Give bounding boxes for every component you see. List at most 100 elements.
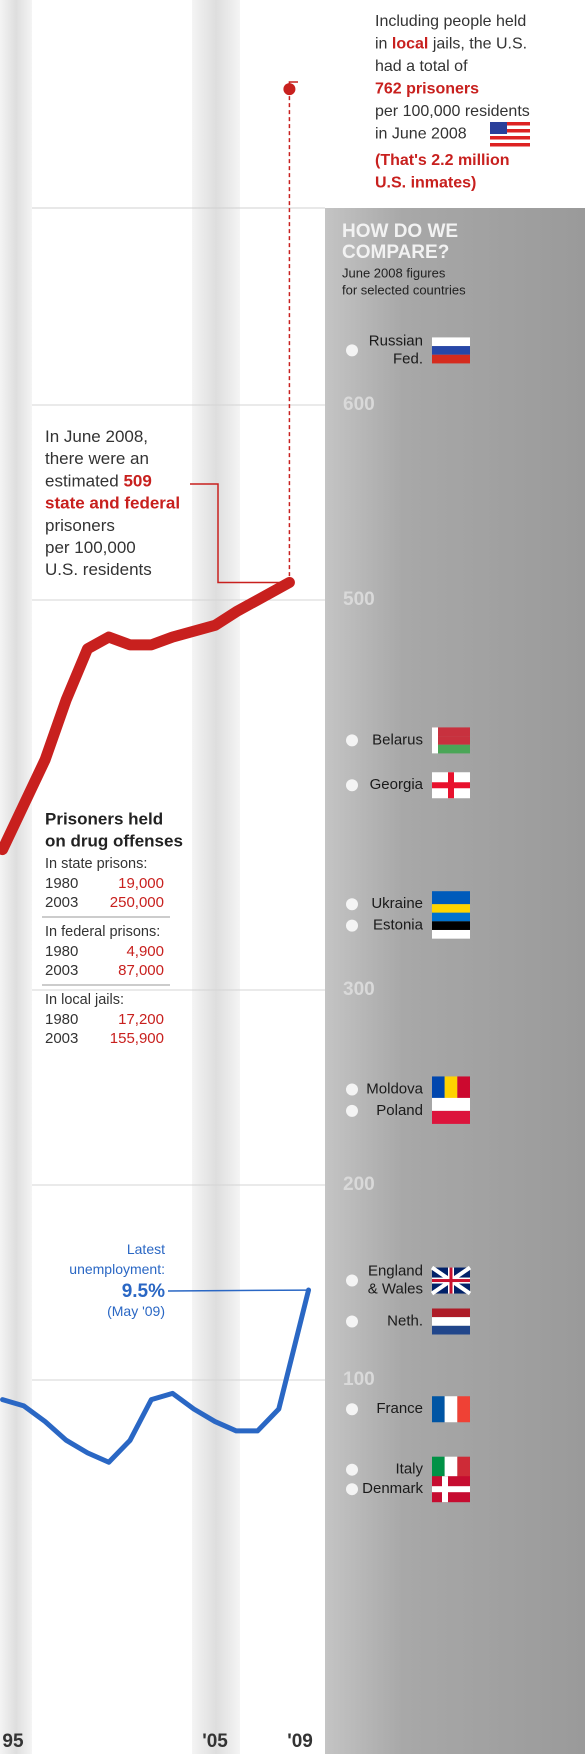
drug-box-title: on drug offenses [45, 831, 183, 850]
flag-stripe [490, 132, 530, 136]
annotation-line: there were an [45, 450, 149, 469]
country-flag [432, 727, 470, 754]
country-name: England [368, 1263, 423, 1280]
flag-stripe [490, 125, 530, 129]
country-dot [346, 1104, 358, 1117]
leader-line [190, 483, 290, 584]
annotation-line: Latest [127, 1241, 165, 1257]
annotation-text: prisoners [45, 516, 115, 535]
country-dot [346, 1483, 358, 1496]
flag-stripe [444, 1076, 458, 1103]
x-tick-label: 95 [2, 1731, 24, 1752]
country-flag [432, 772, 470, 799]
annotation-line: in June 2008 [375, 126, 467, 143]
country-name: Fed. [393, 350, 423, 367]
flag-cross [432, 1279, 470, 1283]
country-dot [346, 919, 358, 932]
drug-box-number: 19,000 [118, 875, 164, 892]
annotation-dot [283, 83, 296, 96]
country-name: Russian [369, 332, 423, 349]
y-tick-label: 100 [343, 1369, 375, 1390]
flag-stripe [432, 1325, 470, 1335]
chart-layer: 100 200 300 500 600 95 '05 '09 Including people … [0, 13, 530, 1752]
country-dot [346, 1315, 358, 1328]
annotation-line: 9.5% [122, 1281, 165, 1302]
annotation-line: U.S. inmates) [375, 175, 476, 192]
country-flag [432, 1308, 470, 1335]
comparison-title: COMPARE? [342, 242, 449, 263]
flag-stripe [432, 744, 470, 754]
annotation-text: per 100,000 residents [375, 103, 530, 120]
drug-box-year: 2003 [45, 962, 78, 979]
country-dot [346, 1274, 358, 1287]
x-tick-label: '05 [202, 1731, 228, 1752]
series-line [0, 1287, 312, 1465]
flag-stripe [432, 337, 470, 347]
flag-stripe [432, 727, 470, 737]
annotation-text: 9.5% [122, 1281, 165, 1302]
country-flag [430, 1265, 472, 1296]
annotation-line: prisoners [45, 516, 115, 535]
country-name: Belarus [372, 731, 423, 748]
annotation-text: jails, the U.S. [428, 36, 527, 53]
drug-box-heading: In local jails: [45, 992, 124, 1008]
annotation-line: U.S. residents [45, 561, 152, 580]
annotation-text: in [375, 36, 392, 53]
annotation-text: 762 prisoners [375, 81, 479, 98]
country-flag [432, 1076, 470, 1103]
annotation-line: per 100,000 residents [375, 103, 530, 120]
annotation-line: (That's 2.2 million [375, 152, 510, 169]
flag-stripe [432, 1110, 470, 1124]
country-dot [346, 779, 358, 792]
drug-box-number: 250,000 [110, 894, 164, 911]
flag-stripe [490, 129, 530, 133]
annotation-text: in June 2008 [375, 126, 467, 143]
series-line [0, 576, 295, 856]
annotation-line: 762 prisoners [375, 81, 479, 98]
flag-stripe [490, 139, 530, 143]
annotation-text: state and federal [45, 494, 180, 513]
annotation-text: 509 [123, 472, 151, 491]
comparison-subtitle: for selected countries [342, 282, 466, 297]
country-name: & Wales [368, 1281, 423, 1298]
annotation-line: estimated 509 [45, 472, 152, 491]
annotation-text: U.S. inmates) [375, 175, 476, 192]
flag-stripe [457, 1076, 470, 1103]
drug-box-year: 1980 [45, 875, 78, 892]
annotation-text: In June 2008, [45, 427, 148, 446]
flag-stripe [432, 354, 470, 364]
country-flag [432, 337, 470, 364]
annotation-line: In June 2008, [45, 427, 148, 446]
drug-box-year: 1980 [45, 943, 78, 960]
country-flag [432, 912, 470, 939]
flag-stripe [432, 1076, 445, 1103]
flag-stripe [432, 1308, 470, 1318]
country-name: Moldova [366, 1080, 423, 1097]
drug-box-heading: In federal prisons: [45, 924, 160, 940]
annotation-text: (That's 2.2 million [375, 152, 510, 169]
drug-box-year: 1980 [45, 1011, 78, 1028]
flag-stripe [432, 1396, 445, 1423]
y-tick-label: 600 [343, 394, 375, 415]
drug-box-number: 17,200 [118, 1011, 164, 1028]
comparison-title: HOW DO WE [342, 221, 458, 242]
country-name: Poland [376, 1102, 423, 1119]
country-name: Ukraine [371, 895, 423, 912]
drug-box-year: 2003 [45, 1030, 78, 1047]
drug-box-heading: In state prisons: [45, 856, 147, 872]
country-name: Denmark [362, 1480, 423, 1497]
country-name: Neth. [387, 1312, 423, 1329]
flag-stripe [432, 891, 470, 905]
annotation-text: per 100,000 [45, 538, 136, 557]
country-dot [346, 1463, 358, 1476]
annotation-text: U.S. residents [45, 561, 152, 580]
flag-stripe [432, 921, 470, 930]
annotation-text: there were an [45, 450, 149, 469]
annotation-line: in local jails, the U.S. [375, 36, 527, 53]
country-dot [346, 344, 358, 357]
country-dot [346, 898, 358, 911]
flag-stripe [432, 1097, 470, 1111]
flag-stripe [432, 346, 470, 355]
annotation-text: unemployment: [69, 1261, 165, 1277]
